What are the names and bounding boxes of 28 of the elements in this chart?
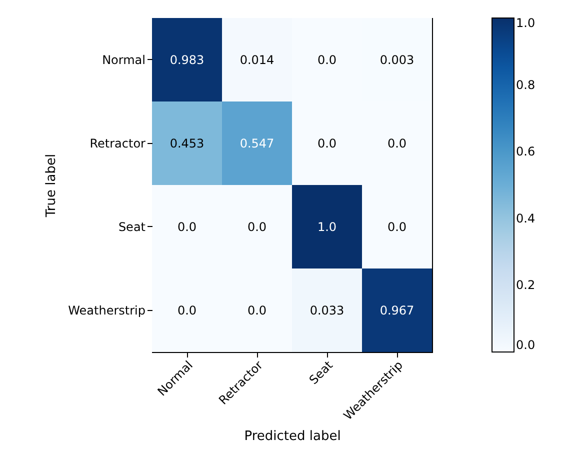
color-bar-label: 0.2 bbox=[516, 278, 536, 292]
data-label: 0.0 bbox=[247, 220, 267, 234]
data-label: 1.0 bbox=[317, 220, 337, 234]
color-bar-label: 0.6 bbox=[516, 144, 536, 159]
color-bar-label: 0.4 bbox=[516, 211, 536, 226]
y-tick-label: Seat bbox=[118, 220, 146, 234]
data-label: 0.0 bbox=[387, 220, 407, 234]
data-label: 0.453 bbox=[170, 136, 204, 150]
data-label: 0.0 bbox=[317, 52, 337, 67]
data-label: 0.983 bbox=[170, 52, 204, 67]
data-label: 0.0 bbox=[387, 136, 407, 150]
color-bar-label: 0.8 bbox=[516, 78, 536, 92]
color-bar-label: 1.0 bbox=[516, 16, 536, 30]
data-label: 0.0 bbox=[177, 220, 197, 234]
y-axis-title: True label bbox=[44, 154, 60, 218]
data-label: 0.0 bbox=[247, 303, 267, 318]
color-bar-label: 0.0 bbox=[516, 338, 536, 352]
y-tick-label: Weatherstrip bbox=[68, 303, 146, 318]
x-axis-title: Predicted label bbox=[244, 428, 341, 444]
data-label: 0.033 bbox=[310, 303, 344, 318]
data-label: 0.014 bbox=[240, 52, 274, 67]
data-label: 0.547 bbox=[240, 136, 274, 150]
y-tick-label: Retractor bbox=[90, 136, 146, 150]
data-label: 0.0 bbox=[317, 136, 337, 150]
data-label: 0.003 bbox=[380, 52, 414, 67]
data-label: 0.967 bbox=[380, 303, 414, 318]
y-tick-label: Normal bbox=[102, 52, 146, 67]
data-label: 0.0 bbox=[177, 303, 197, 318]
